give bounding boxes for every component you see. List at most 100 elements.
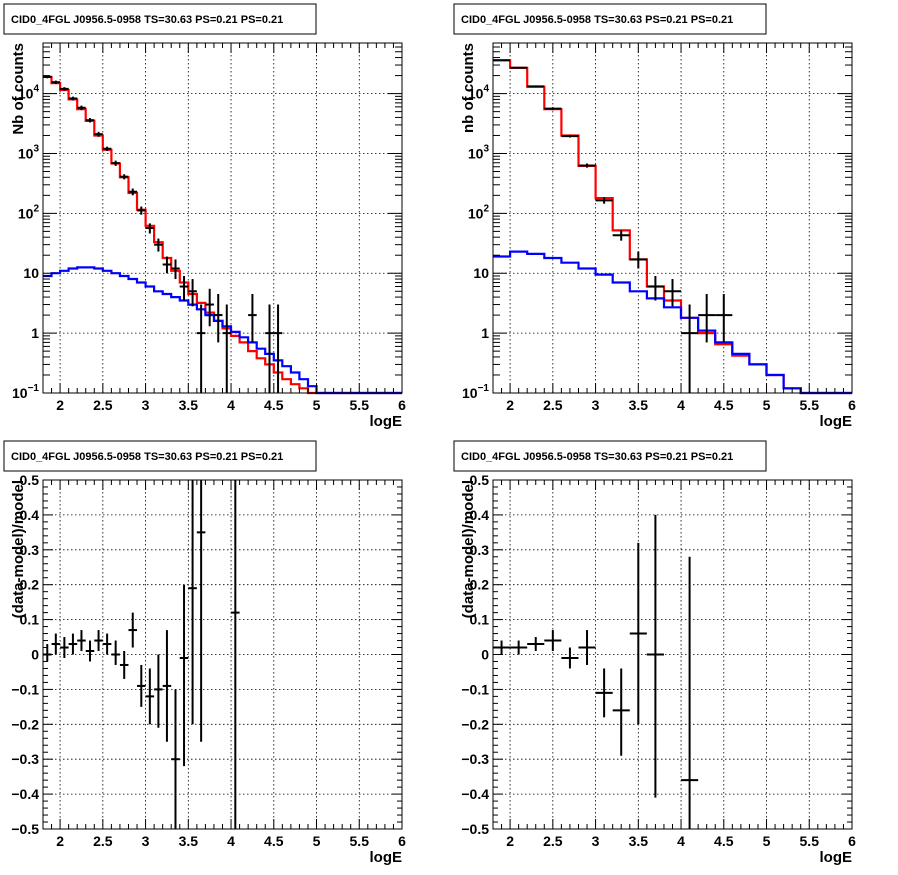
data-point <box>629 542 647 725</box>
x-tick-label: 2.5 <box>93 397 113 413</box>
x-tick-label: 5 <box>313 397 321 413</box>
y-tick-label: 0.1 <box>470 612 490 628</box>
data-point <box>51 80 61 84</box>
data-point <box>681 556 699 829</box>
data-point <box>137 206 146 215</box>
y-tick-label: −0.4 <box>11 786 39 802</box>
series-line-blue <box>43 266 402 395</box>
data-point <box>578 163 596 168</box>
x-tick-label: 4 <box>677 833 685 849</box>
data-point <box>68 633 78 655</box>
y-tick-label: 102 <box>18 203 40 221</box>
data-point <box>77 630 86 652</box>
y-tick-label: 0.4 <box>470 507 490 523</box>
y-tick-label: −0.2 <box>11 716 39 732</box>
data-point <box>51 633 61 655</box>
x-tick-label: 4.5 <box>264 833 284 849</box>
data-point <box>578 630 596 665</box>
x-tick-label: 4.5 <box>714 833 734 849</box>
x-tick-label: 3.5 <box>179 833 199 849</box>
data-point <box>681 304 699 393</box>
y-tick-label: −0.1 <box>11 681 39 697</box>
data-point <box>128 612 138 648</box>
data-point <box>265 304 274 393</box>
y-tick-label: 104 <box>18 84 40 102</box>
data-point <box>595 668 613 718</box>
y-tick-label: 0.3 <box>20 542 40 558</box>
y-tick-label: 103 <box>468 143 490 161</box>
data-point <box>171 259 180 280</box>
x-tick-label: 4.5 <box>714 397 734 413</box>
data-point <box>646 514 664 798</box>
y-tick-label: 1 <box>31 325 39 341</box>
y-tick-label: 103 <box>18 143 40 161</box>
x-tick-label: 6 <box>848 397 856 413</box>
data-point <box>612 230 630 241</box>
y-tick-label: 1 <box>481 325 489 341</box>
data-point <box>527 637 545 652</box>
x-tick-label: 3 <box>592 833 600 849</box>
data-point <box>111 160 120 166</box>
data-point <box>94 131 103 137</box>
y-tick-label: 10 <box>23 265 39 281</box>
plot-frame <box>492 42 853 394</box>
data-point <box>154 238 163 252</box>
x-tick-label: 2.5 <box>93 833 113 849</box>
data-point <box>698 294 716 343</box>
data-point <box>196 480 206 742</box>
x-tick-label: 5.5 <box>350 833 370 849</box>
title-box <box>3 440 317 472</box>
data-point <box>248 294 257 343</box>
data-point <box>510 640 528 655</box>
data-point <box>77 105 86 111</box>
data-point <box>188 480 197 725</box>
x-tick-label: 6 <box>398 833 406 849</box>
data-point <box>629 251 647 269</box>
data-point <box>43 644 52 662</box>
data-point <box>273 304 283 393</box>
data-point <box>188 279 197 307</box>
y-tick-label: 0 <box>31 647 39 663</box>
panel-top-right: CID0_4FGL J0956.5-0958 TS=30.63 PS=0.21 … <box>453 3 856 430</box>
x-axis-label: logE <box>820 849 853 866</box>
x-tick-label: 4 <box>227 833 235 849</box>
data-point <box>119 174 129 180</box>
data-point <box>213 294 223 343</box>
y-tick-label: −0.3 <box>11 751 39 767</box>
y-tick-label: −0.4 <box>461 786 489 802</box>
chart-title: CID0_4FGL J0956.5-0958 TS=30.63 PS=0.21 … <box>461 14 733 26</box>
data-point <box>171 689 180 829</box>
data-point <box>544 107 562 111</box>
x-tick-label: 3 <box>142 397 150 413</box>
title-box <box>3 3 317 35</box>
y-axis-label: Nb of counts <box>10 43 27 135</box>
y-tick-label: 0.1 <box>20 612 40 628</box>
x-tick-label: 4 <box>227 397 235 413</box>
data-point <box>145 223 155 234</box>
x-tick-label: 6 <box>398 397 406 413</box>
chart-title: CID0_4FGL J0956.5-0958 TS=30.63 PS=0.21 … <box>11 451 283 463</box>
y-tick-label: 0.2 <box>470 577 490 593</box>
data-point <box>154 654 163 728</box>
data-point <box>561 134 579 138</box>
x-tick-label: 3 <box>142 833 150 849</box>
data-point <box>196 304 206 393</box>
data-point <box>145 668 155 725</box>
series-line-red <box>43 75 402 395</box>
x-tick-label: 2 <box>56 833 64 849</box>
data-point <box>128 188 138 196</box>
chart-title: CID0_4FGL J0956.5-0958 TS=30.63 PS=0.21 … <box>11 14 283 26</box>
x-tick-label: 5 <box>763 397 771 413</box>
chart-title: CID0_4FGL J0956.5-0958 TS=30.63 PS=0.21 … <box>461 451 733 463</box>
y-tick-label: 0.5 <box>470 472 490 488</box>
y-tick-label: 102 <box>468 203 490 221</box>
x-tick-label: 5.5 <box>800 397 820 413</box>
x-tick-label: 5.5 <box>350 397 370 413</box>
data-point <box>179 275 189 301</box>
x-tick-label: 3.5 <box>629 397 649 413</box>
x-axis-label: logE <box>370 849 403 866</box>
y-tick-label: −0.3 <box>461 751 489 767</box>
x-tick-label: 2 <box>506 833 514 849</box>
x-tick-label: 5.5 <box>800 833 820 849</box>
